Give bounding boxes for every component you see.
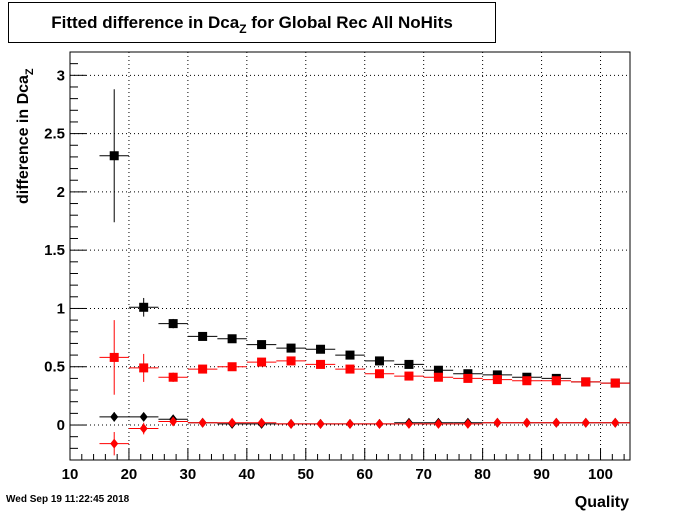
data-point-square (463, 369, 473, 379)
data-point-diamond (404, 418, 413, 429)
y-tick-label: 0 (57, 417, 65, 434)
x-tick-label: 30 (180, 466, 197, 483)
data-point-diamond (287, 418, 296, 429)
data-point-square (257, 340, 267, 350)
data-point-square (168, 319, 178, 329)
y-axis-label-sub: Z (24, 68, 36, 75)
data-point-diamond (346, 418, 354, 429)
y-tick-label: 1 (57, 300, 65, 317)
data-series (99, 89, 630, 456)
data-point-diamond (198, 417, 207, 428)
data-point-diamond (581, 417, 590, 428)
data-point-square (345, 364, 355, 374)
plot-frame (69, 51, 631, 461)
data-point-diamond (611, 417, 620, 428)
data-point-square (286, 356, 296, 366)
data-point-diamond (463, 418, 472, 429)
y-tick-label: 3 (57, 67, 65, 84)
data-point-diamond (110, 411, 119, 422)
data-point-square (433, 365, 443, 375)
y-tick-label: 2.5 (44, 126, 65, 143)
y-axis-label: difference in DcaZ (15, 68, 36, 204)
data-point-square (374, 369, 384, 379)
data-point-square (345, 350, 355, 360)
data-point-square (109, 151, 119, 161)
data-point-square (139, 363, 149, 373)
chart-title-rest: for Global Rec All NoHits (246, 12, 453, 32)
data-point-diamond (434, 418, 443, 429)
data-point-diamond (552, 417, 561, 428)
chart-title: Fitted difference in Dca Z for Global Rec… (8, 2, 496, 43)
data-point-diamond (257, 417, 266, 428)
data-point-square (492, 375, 502, 385)
data-point-square (551, 376, 561, 386)
data-point-square (404, 359, 414, 369)
data-point-diamond (139, 411, 148, 422)
y-tick-label: 0.5 (44, 359, 65, 376)
x-tick-label: 20 (121, 466, 138, 483)
data-point-square (168, 372, 178, 382)
data-point-diamond (228, 417, 237, 428)
data-point-square (257, 357, 267, 367)
x-tick-label: 60 (356, 466, 373, 483)
data-point-square (198, 331, 208, 341)
data-point-diamond (375, 418, 384, 429)
data-point-square (492, 370, 502, 380)
y-tick-label: 2 (57, 184, 65, 201)
data-point-diamond (522, 417, 531, 428)
timestamp: Wed Sep 19 11:22:45 2018 (6, 494, 130, 505)
x-tick-label: 70 (415, 466, 432, 483)
data-point-square (139, 302, 149, 312)
data-point-diamond (169, 416, 178, 427)
chart-title-subscript: Z (239, 21, 247, 36)
series-3 (99, 416, 630, 456)
data-point-square (316, 344, 326, 354)
data-point-square (404, 371, 414, 381)
y-axis-label-main: difference in Dca (15, 75, 32, 204)
data-point-square (316, 359, 326, 369)
data-point-square (610, 378, 620, 388)
x-tick-label: 100 (588, 466, 613, 483)
chart-title-main: Fitted difference in Dca (51, 12, 240, 32)
data-point-diamond (139, 423, 148, 434)
data-point-square (286, 343, 296, 353)
x-axis-label: Quality (575, 494, 629, 511)
data-point-square (522, 376, 532, 386)
data-point-diamond (316, 418, 325, 429)
data-point-square (433, 372, 443, 382)
x-tick-label: 10 (62, 466, 79, 483)
data-point-square (227, 362, 237, 372)
data-point-square (374, 356, 384, 366)
data-point-diamond (493, 417, 502, 428)
data-point-square (227, 334, 237, 344)
x-tick-label: 80 (474, 466, 491, 483)
data-point-square (198, 364, 208, 374)
x-tick-label: 40 (238, 466, 255, 483)
x-tick-label: 50 (297, 466, 314, 483)
data-point-square (463, 373, 473, 383)
data-point-square (581, 377, 591, 387)
axes: 10 20 30 40 50 60 70 80 90 100 0 0.5 1 1.5 2 2.5 3 (44, 51, 625, 483)
grid (70, 52, 630, 460)
series-1 (99, 320, 630, 395)
x-tick-label: 90 (533, 466, 550, 483)
data-point-diamond (110, 438, 119, 449)
y-tick-label: 1.5 (44, 242, 65, 259)
data-point-square (109, 352, 119, 362)
